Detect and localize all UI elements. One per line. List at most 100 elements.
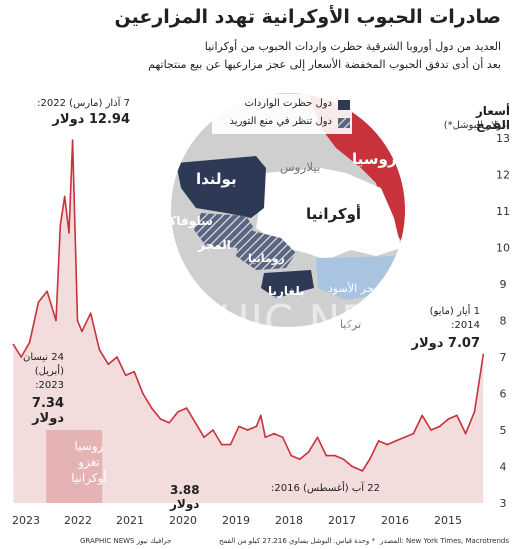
legend-considering-label: دول تنظر في منع التوريد bbox=[229, 116, 332, 127]
data-point bbox=[334, 454, 336, 457]
subtitle-line-1: العديد من دول أوروبا الشرقية حظرت واردات… bbox=[204, 40, 501, 53]
subtitle-line-2: بعد أن أدى تدفق الحبوب المخفضة الأسعار إ… bbox=[148, 58, 501, 71]
x-tick-label: 2017 bbox=[328, 514, 356, 527]
legend-banned-label: دول حظرت الواردات bbox=[244, 98, 332, 109]
baltic-sea-area bbox=[170, 92, 186, 158]
map-label-black-sea: البحر الأسود bbox=[328, 282, 384, 295]
x-tick-label: 2021 bbox=[116, 514, 144, 527]
watermark: GRAPHIC NEWS bbox=[100, 296, 439, 345]
data-point bbox=[177, 411, 179, 413]
data-point bbox=[482, 353, 485, 356]
data-point bbox=[456, 414, 458, 417]
y-tick-label: 4 bbox=[500, 461, 507, 474]
brand-label: GRAPHIC NEWS جرافيك نيوز bbox=[80, 537, 172, 545]
y-axis-unit: (دولار للبوشل*) bbox=[443, 120, 510, 131]
data-point bbox=[185, 407, 188, 409]
y-tick-label: 12 bbox=[496, 169, 510, 182]
invasion-line-1: روسيا bbox=[74, 439, 104, 453]
annotation-peak-date: 7 آذار (مارس) 2022: bbox=[37, 98, 130, 109]
data-point bbox=[264, 436, 267, 439]
map-label-slovakia: سلوفاكيا bbox=[160, 214, 213, 228]
data-point bbox=[81, 330, 83, 333]
data-point bbox=[369, 458, 371, 461]
data-point bbox=[430, 429, 432, 431]
data-point bbox=[421, 414, 424, 417]
data-point bbox=[316, 436, 319, 439]
data-point bbox=[290, 454, 293, 457]
legend-swatch-banned bbox=[338, 100, 350, 110]
data-point bbox=[220, 443, 223, 446]
data-point bbox=[89, 312, 92, 315]
data-point bbox=[281, 436, 284, 439]
price-chart bbox=[12, 139, 485, 503]
data-point bbox=[229, 443, 232, 446]
x-tick-label: 2023 bbox=[12, 514, 40, 527]
map-label-belarus: بيلاروس bbox=[280, 160, 321, 174]
data-point bbox=[203, 436, 205, 439]
data-point bbox=[71, 139, 74, 141]
y-axis-title: أسعار القمح bbox=[475, 104, 510, 132]
data-point bbox=[299, 458, 301, 461]
data-point bbox=[46, 290, 48, 293]
data-point bbox=[116, 356, 118, 358]
data-point bbox=[260, 414, 262, 417]
data-point bbox=[386, 443, 389, 446]
annotation-apr-date-1: 24 نيسان bbox=[22, 352, 64, 363]
data-point bbox=[159, 418, 162, 420]
y-axis-labels: 3 4 5 6 7 8 9 10 11 12 13 bbox=[496, 132, 510, 510]
data-point bbox=[255, 425, 258, 428]
x-tick-label: 2016 bbox=[381, 514, 409, 527]
data-point bbox=[133, 370, 135, 373]
map-label-turkey: تركيا bbox=[340, 318, 362, 331]
data-point bbox=[107, 363, 110, 366]
europe-map bbox=[169, 91, 407, 328]
data-point bbox=[98, 348, 101, 351]
annotation-low-date: 22 آب (أغسطس) 2016: bbox=[271, 483, 380, 494]
legend-swatch-considering bbox=[338, 118, 350, 128]
romania-area bbox=[236, 228, 296, 270]
x-tick-label: 2015 bbox=[434, 514, 462, 527]
invasion-line-2: تغزو bbox=[78, 455, 100, 469]
footnote: * وحدة قياس. البوشل يساوي 27.216 كيلو من… bbox=[218, 537, 375, 545]
data-point bbox=[447, 418, 450, 420]
invasion-line-3: أوكرانيا bbox=[71, 471, 107, 485]
data-point bbox=[168, 421, 171, 424]
data-point bbox=[238, 425, 240, 428]
y-tick-label: 9 bbox=[500, 278, 507, 291]
data-point bbox=[55, 319, 57, 322]
data-point bbox=[194, 421, 197, 424]
data-point bbox=[59, 224, 62, 227]
data-point bbox=[464, 432, 467, 435]
data-point bbox=[273, 432, 275, 435]
data-point bbox=[63, 195, 66, 198]
annotation-may-date-1: 1 أيار (مايو) bbox=[429, 306, 480, 317]
bulgaria-area bbox=[261, 270, 314, 298]
data-point bbox=[246, 429, 249, 431]
annotation-apr-date-2: (أبريل) bbox=[34, 366, 64, 377]
map-label-bulgaria: بلغاريا bbox=[268, 284, 305, 298]
invasion-band bbox=[46, 430, 103, 503]
data-point bbox=[395, 440, 397, 442]
data-point bbox=[37, 301, 40, 304]
poland-area bbox=[176, 156, 266, 218]
x-axis-labels: 2023 2022 2021 2020 2019 2018 2017 2016 2015 bbox=[12, 514, 462, 527]
y-tick-label: 10 bbox=[496, 242, 510, 255]
data-point bbox=[142, 392, 144, 395]
y-tick-label: 11 bbox=[496, 205, 510, 218]
x-tick-label: 2022 bbox=[64, 514, 92, 527]
y-tick-label: 7 bbox=[500, 351, 507, 364]
x-tick-label: 2020 bbox=[169, 514, 197, 527]
x-tick-label: 2018 bbox=[275, 514, 303, 527]
data-point bbox=[361, 470, 364, 472]
annotation-apr-date-3: 2023: bbox=[35, 380, 64, 391]
data-point bbox=[20, 356, 23, 358]
y-tick-label: 6 bbox=[500, 388, 507, 401]
data-point bbox=[212, 429, 214, 431]
page-title: صادرات الحبوب الأوكرانية تهدد المزارعين bbox=[114, 6, 501, 28]
y-tick-label: 13 bbox=[496, 132, 510, 145]
data-point bbox=[12, 343, 15, 346]
data-point bbox=[342, 458, 345, 461]
legend-box bbox=[212, 94, 352, 134]
map-label-romania: رومانيا bbox=[248, 252, 285, 265]
